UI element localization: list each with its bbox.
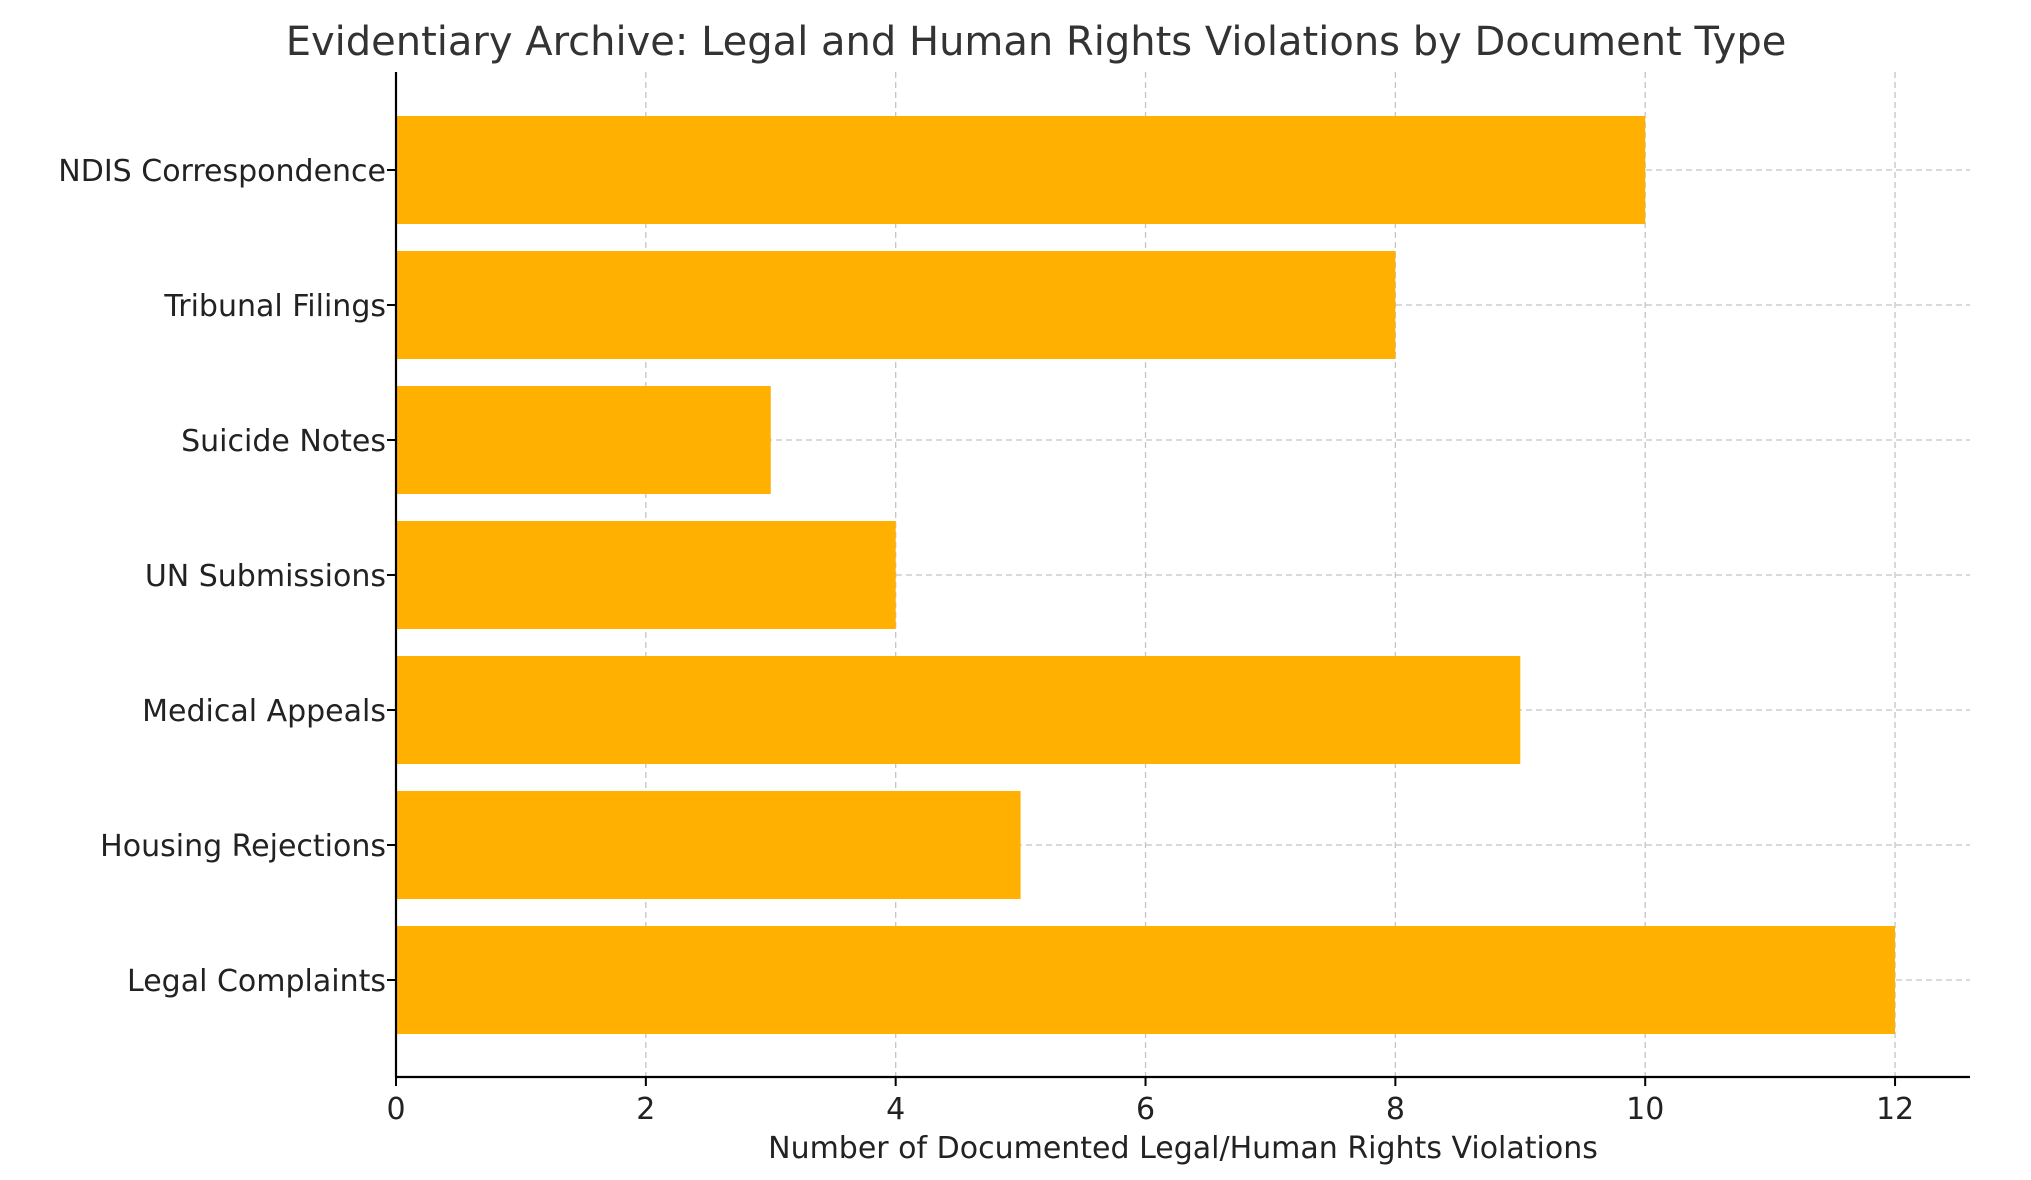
- x-tick-label: 12: [1876, 1092, 1914, 1127]
- bars: [396, 116, 1896, 1034]
- x-axis-label: Number of Documented Legal/Human Rights …: [768, 1131, 1598, 1166]
- bar-housing-rejections: [396, 791, 1021, 899]
- x-ticks: 0 2 4 6 8 10 12: [386, 1077, 1914, 1127]
- y-tick-label: Housing Rejections: [100, 829, 386, 864]
- y-tick-label: UN Submissions: [145, 559, 386, 594]
- y-tick-label: Suicide Notes: [181, 424, 386, 459]
- y-tick-label: NDIS Correspondence: [58, 154, 386, 189]
- bar-tribunal-filings: [396, 251, 1396, 359]
- bar-un-submissions: [396, 521, 896, 629]
- y-tick-label: Tribunal Filings: [163, 289, 386, 324]
- x-tick-label: 6: [1136, 1092, 1155, 1127]
- x-tick-label: 2: [636, 1092, 655, 1127]
- chart-title: Evidentiary Archive: Legal and Human Rig…: [286, 19, 1787, 65]
- bar-ndis-correspondence: [396, 116, 1646, 224]
- y-ticks: Legal Complaints Housing Rejections Medica…: [58, 154, 396, 999]
- bar-medical-appeals: [396, 656, 1521, 764]
- x-tick-label: 0: [386, 1092, 405, 1127]
- x-tick-label: 8: [1386, 1092, 1405, 1127]
- bar-suicide-notes: [396, 386, 771, 494]
- x-tick-label: 4: [886, 1092, 905, 1127]
- y-tick-label: Legal Complaints: [127, 964, 386, 999]
- x-tick-label: 10: [1626, 1092, 1664, 1127]
- y-tick-label: Medical Appeals: [142, 694, 386, 729]
- bar-legal-complaints: [396, 926, 1896, 1034]
